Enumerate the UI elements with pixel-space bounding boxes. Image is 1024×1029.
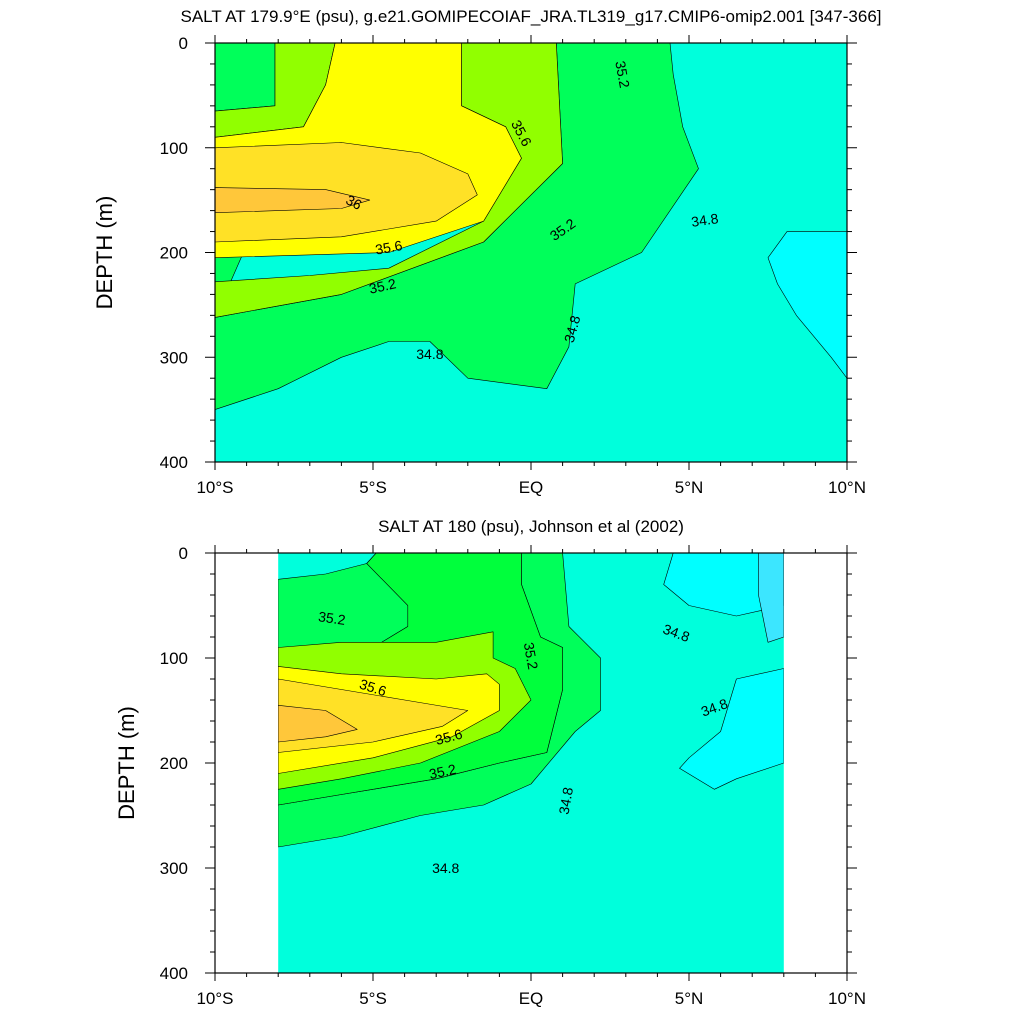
y-tick-label: 200: [160, 244, 188, 263]
panel-observations: SALT AT 180 (psu), Johnson et al (2002) 3…: [114, 517, 866, 1008]
contour-label: 35.2: [428, 761, 458, 782]
x-tick-label: 5°S: [359, 989, 387, 1008]
y-axis-label: DEPTH (m): [114, 706, 139, 820]
contour-label: 35.2: [368, 275, 398, 296]
contour-region-34.6: [767, 231, 847, 379]
x-tick-label: EQ: [519, 478, 544, 497]
y-tick-label: 300: [160, 859, 188, 878]
svg-text:35.6: 35.6: [434, 725, 465, 748]
y-tick-label: 200: [160, 754, 188, 773]
y-tick-label: 0: [179, 544, 188, 563]
svg-text:34.8: 34.8: [416, 346, 443, 362]
svg-text:35.2: 35.2: [317, 608, 346, 628]
svg-text:35.2: 35.2: [612, 60, 633, 90]
chart-title: SALT AT 179.9°E (psu), g.e21.GOMIPECOIAF…: [180, 7, 881, 26]
panel-model: SALT AT 179.9°E (psu), g.e21.GOMIPECOIAF…: [92, 7, 882, 497]
contour-label: 36: [343, 191, 364, 213]
svg-text:35.6: 35.6: [374, 237, 404, 258]
chart-title: SALT AT 180 (psu), Johnson et al (2002): [378, 517, 684, 536]
contour-label: 34.8: [561, 314, 584, 345]
contour-fills: [278, 553, 784, 848]
x-tick-label: 5°S: [359, 478, 387, 497]
contour-label: 34.8: [432, 860, 459, 876]
y-tick-label: 0: [179, 34, 188, 53]
contour-region-35: [215, 43, 276, 112]
contour-fills: [215, 43, 847, 410]
x-tick-label: 10°N: [828, 989, 866, 1008]
y-tick-label: 100: [160, 139, 188, 158]
x-tick-label: EQ: [519, 989, 544, 1008]
contour-region-36.1: [215, 187, 371, 213]
contour-label: 35.2: [612, 60, 633, 90]
contour-label: 34.8: [690, 210, 719, 230]
y-tick-label: 400: [160, 453, 188, 472]
contour-label: 35.2: [317, 608, 346, 628]
x-tick-label: 5°N: [675, 989, 704, 1008]
y-tick-label: 400: [160, 964, 188, 983]
contour-label: 35.6: [374, 237, 404, 258]
contour-region-34.6: [679, 668, 784, 790]
contour-region-34.4: [758, 553, 784, 643]
svg-text:35.2: 35.2: [368, 275, 398, 296]
svg-text:34.8: 34.8: [556, 786, 577, 816]
svg-text:36: 36: [343, 191, 364, 213]
x-tick-label: 10°S: [196, 478, 233, 497]
contour-label: 34.8: [556, 786, 577, 816]
svg-text:34.8: 34.8: [690, 210, 719, 230]
x-tick-label: 5°N: [675, 478, 704, 497]
contour-label: 35.2: [521, 641, 542, 671]
svg-text:34.8: 34.8: [561, 314, 584, 345]
y-tick-label: 100: [160, 649, 188, 668]
x-tick-label: 10°S: [196, 989, 233, 1008]
contour-label: 35.6: [434, 725, 465, 748]
contour-label: 34.8: [416, 346, 443, 362]
contour-region-36.1: [278, 704, 358, 743]
x-tick-label: 10°N: [828, 478, 866, 497]
y-axis-label: DEPTH (m): [92, 196, 117, 310]
y-tick-label: 300: [160, 348, 188, 367]
svg-text:34.8: 34.8: [432, 860, 459, 876]
contour-region-35.9: [215, 142, 478, 243]
svg-text:35.2: 35.2: [428, 761, 458, 782]
contour-region-34.6: [663, 553, 784, 617]
svg-text:35.2: 35.2: [521, 641, 542, 671]
